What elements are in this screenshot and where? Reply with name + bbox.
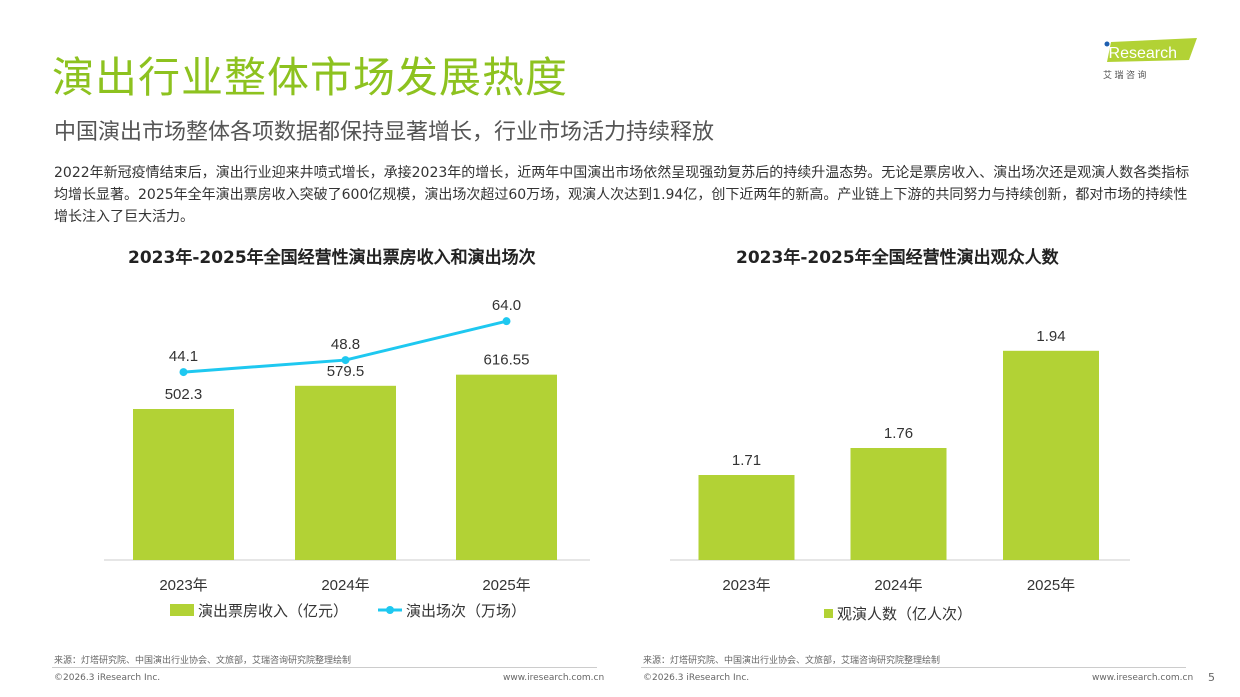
legend-swatch-revenue [170,604,194,616]
logo-text: iResearch [1105,45,1177,62]
bar-audience-0 [698,475,795,560]
bar-label-audience-2: 1.94 [1036,328,1065,345]
iresearch-logo: iResearch 艾 瑞 咨 询 [1103,36,1199,86]
bar-label-revenue-2: 616.55 [484,352,530,369]
x-tick-1-2: 2025年 [482,577,530,594]
logo-graphic: iResearch 艾 瑞 咨 询 [1103,38,1197,80]
copyright-left: ©2026.3 iResearch Inc. [54,673,161,683]
divider-left [52,667,597,668]
logo-subtext: 艾 瑞 咨 询 [1103,69,1147,80]
x-tick-2-0: 2023年 [722,577,770,594]
x-tick-1-0: 2023年 [159,577,207,594]
page-number: 5 [1208,671,1215,684]
legend-label-audience: 观演人数（亿人次） [837,606,972,623]
url-left: www.iresearch.com.cn [503,673,605,683]
point-shows-2 [502,317,511,326]
x-tick-2-1: 2024年 [874,577,922,594]
chart1-title: 2023年-2025年全国经营性演出票房收入和演出场次 [128,248,536,268]
x-tick-2-2: 2025年 [1027,577,1075,594]
bar-label-audience-0: 1.71 [732,452,761,469]
page-subtitle: 中国演出市场整体各项数据都保持显著增长，行业市场活力持续释放 [54,120,715,145]
page-title: 演出行业整体市场发展热度 [52,53,569,102]
bar-revenue-1 [295,385,396,560]
source-left: 来源：灯塔研究院、中国演出行业协会、文旅部，艾瑞咨询研究院整理绘制 [54,656,352,666]
bar-revenue-0 [133,409,234,560]
x-tick-1-1: 2024年 [321,577,369,594]
description: 2022年新冠疫情结束后，演出行业迎来井喷式增长，承接2023年的增长，近两年中… [54,165,1190,225]
point-label-shows-2: 64.0 [492,297,521,314]
legend-label-shows: 演出场次（万场） [406,603,526,620]
legend-label-revenue: 演出票房收入（亿元） [198,603,348,620]
bar-revenue-2 [456,374,557,560]
point-shows-0 [179,368,188,377]
point-label-shows-1: 48.8 [331,336,360,353]
point-shows-1 [341,356,350,365]
source-right: 来源：灯塔研究院、中国演出行业协会、文旅部，艾瑞咨询研究院整理绘制 [643,656,941,666]
legend-swatch-audience [824,609,833,618]
divider-right [641,667,1186,668]
url-right: www.iresearch.com.cn [1092,673,1194,683]
chart2-title: 2023年-2025年全国经营性演出观众人数 [736,248,1059,268]
point-label-shows-0: 44.1 [169,348,198,365]
bar-label-audience-1: 1.76 [884,425,913,442]
legend-marker-shows [386,606,394,614]
bar-audience-2 [1003,350,1099,560]
copyright-right: ©2026.3 iResearch Inc. [643,673,750,683]
bar-label-revenue-1: 579.5 [327,363,365,380]
bar-label-revenue-0: 502.3 [165,386,203,403]
bar-audience-1 [850,448,947,560]
